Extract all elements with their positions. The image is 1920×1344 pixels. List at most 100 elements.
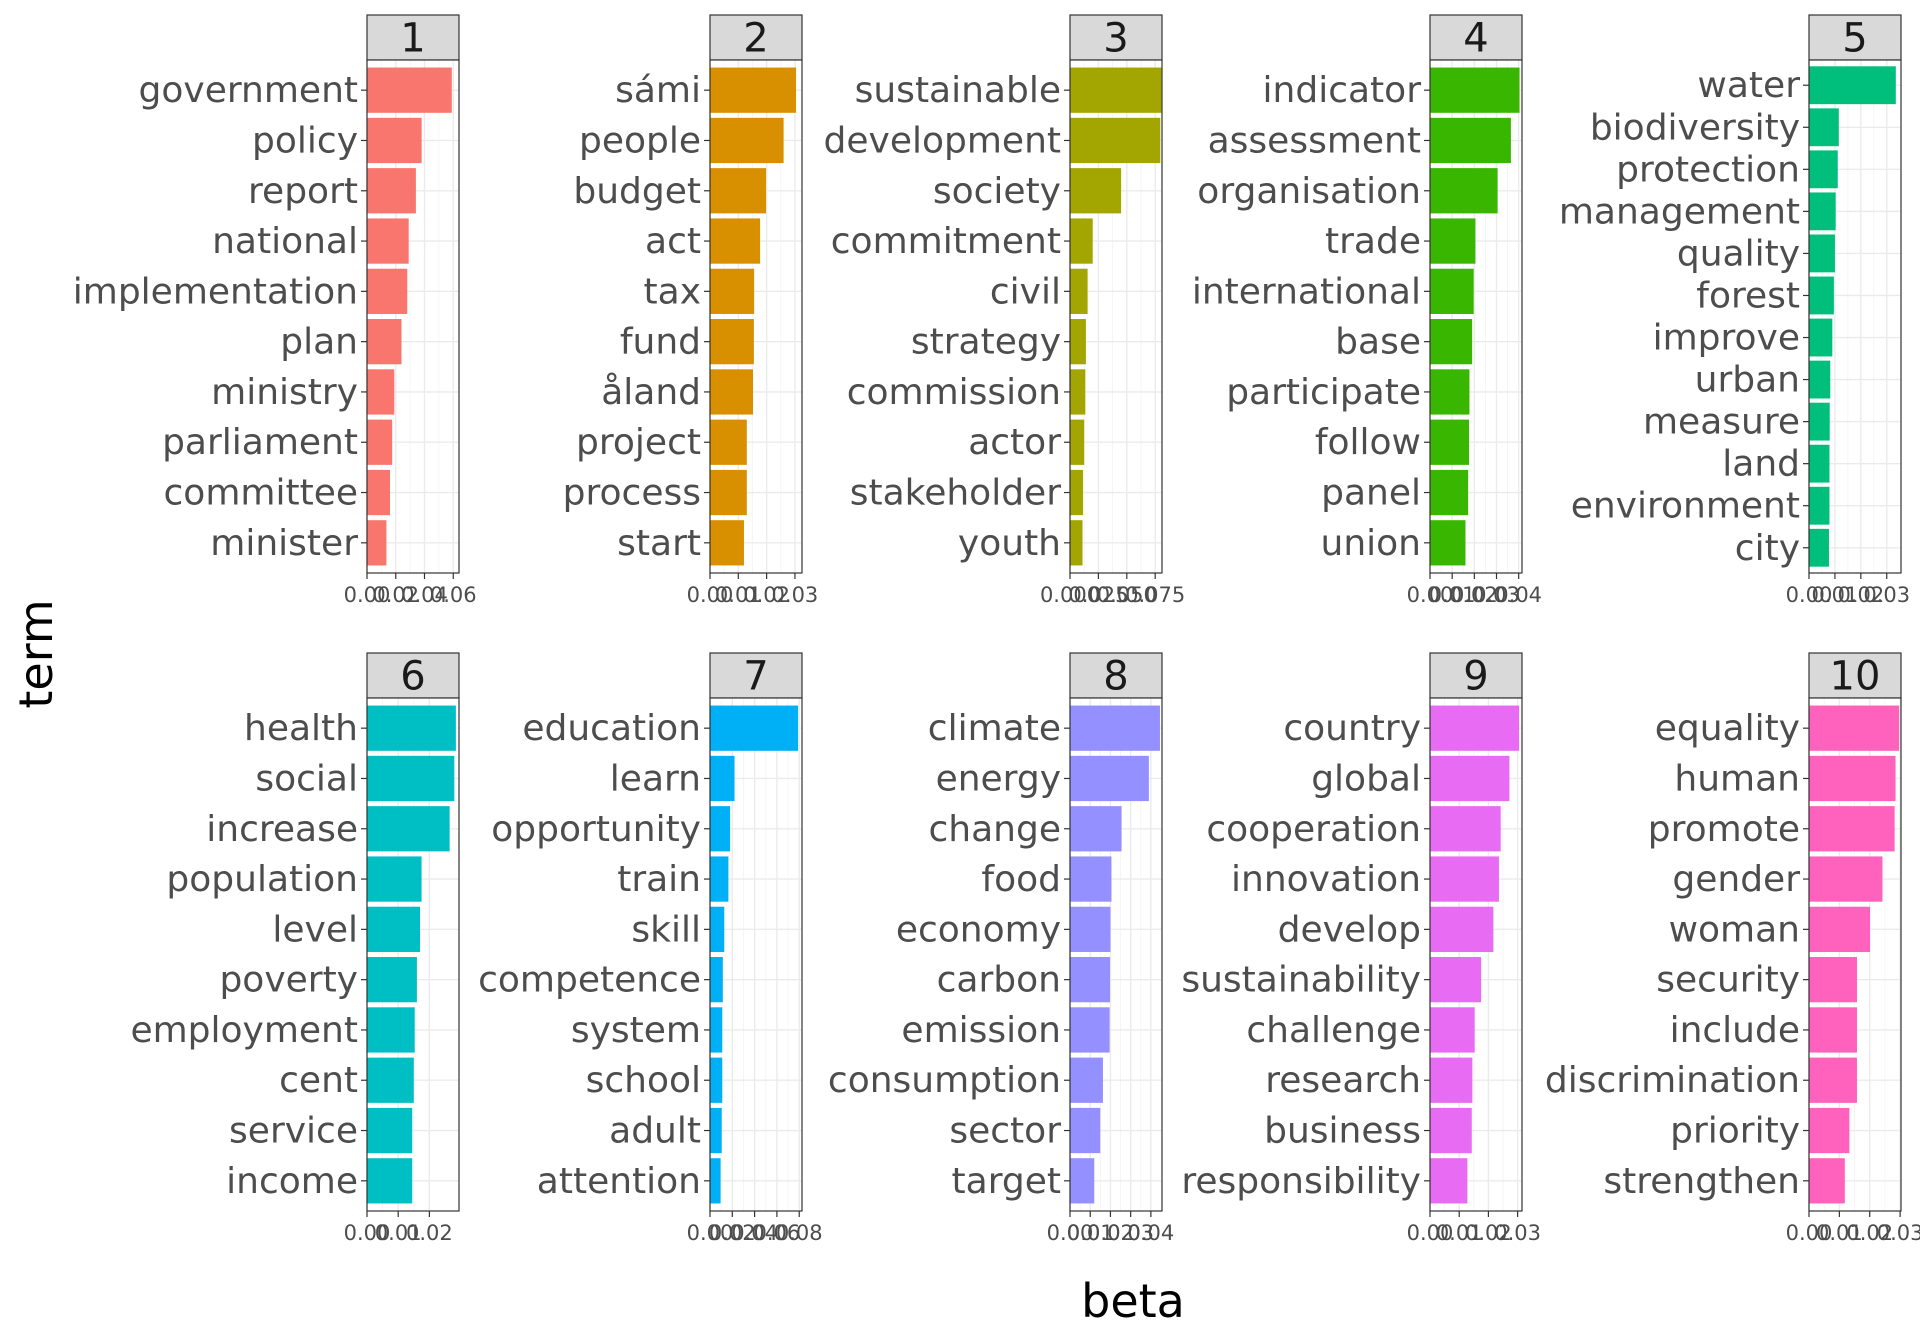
panel-border (709, 59, 803, 574)
bar-climate (1070, 705, 1160, 751)
bar-service (367, 1107, 413, 1154)
term-label-global: global (1311, 758, 1421, 799)
term-label-national: national (212, 221, 358, 262)
term-label-consumption: consumption (828, 1060, 1061, 1101)
panel-border (709, 697, 803, 1212)
bar-emission (1070, 1007, 1110, 1053)
x-tick-label: 0.03 (1494, 1221, 1541, 1245)
bar-sustainable (1070, 67, 1162, 113)
term-label-ministry: ministry (211, 372, 358, 413)
bar-urban (1809, 360, 1831, 399)
term-label-commission: commission (847, 372, 1061, 413)
x-tick-label: 0.00 (1407, 1221, 1454, 1245)
term-label-business: business (1264, 1111, 1421, 1152)
term-label-plan: plan (280, 322, 358, 363)
x-tick-label: 0.050 (1097, 583, 1157, 607)
x-tick-label: 0.03 (1107, 1221, 1154, 1245)
bar-adult (710, 1107, 722, 1154)
term-label-adult: adult (609, 1111, 701, 1152)
term-label-government: government (139, 70, 358, 111)
facet-panel-4: 4 indicator assessment organisation trade int… (1192, 14, 1542, 607)
bar-economy (1070, 906, 1111, 952)
facet-panel-8: 8 climate energy change food economy carbon emi… (828, 652, 1174, 1245)
term-label-civil: civil (990, 271, 1061, 312)
term-label-health: health (244, 708, 358, 749)
term-label-indicator: indicator (1263, 70, 1422, 111)
term-label-commitment: commitment (831, 221, 1061, 262)
term-label-include: include (1670, 1010, 1800, 1051)
facet-panel-6: 6 health social increase population level pove… (130, 652, 460, 1245)
panel-border (1429, 697, 1523, 1212)
term-label-biodiversity: biodiversity (1590, 107, 1800, 148)
x-tick-label: 0.03 (772, 583, 819, 607)
facet-strip (366, 14, 460, 61)
bar-base (1430, 319, 1473, 365)
facet-strip-label: 1 (400, 16, 425, 62)
term-label-project: project (576, 422, 701, 463)
bar-government (367, 67, 452, 113)
term-label-research: research (1265, 1060, 1421, 1101)
bar-social (367, 755, 455, 802)
term-label-sustainable: sustainable (855, 70, 1061, 111)
bar-parliament (367, 419, 393, 465)
panel-border (1429, 59, 1523, 574)
term-label-climate: climate (928, 708, 1061, 749)
bar-income (367, 1158, 413, 1204)
bar-carbon (1070, 957, 1111, 1003)
term-label-sámi: sámi (615, 70, 701, 111)
facet-strip (1429, 652, 1523, 699)
x-tick-label: 0.075 (1125, 583, 1185, 607)
facet-strip-label: 5 (1842, 16, 1867, 62)
x-tick-label: 0.02 (743, 583, 790, 607)
bar-security (1809, 957, 1857, 1003)
term-label-employment: employment (130, 1010, 358, 1051)
bar-participate (1430, 369, 1470, 415)
bar-cent (367, 1057, 414, 1103)
x-tick-label: 0.00 (1786, 583, 1833, 607)
bar-water (1809, 66, 1896, 105)
x-tick-label: 0.01 (1429, 583, 1476, 607)
term-label-income: income (226, 1161, 358, 1202)
term-label-international: international (1192, 271, 1421, 312)
bar-employment (367, 1007, 415, 1053)
term-label-change: change (929, 809, 1062, 850)
bar-management (1809, 192, 1836, 231)
bar-innovation (1430, 856, 1499, 902)
term-label-human: human (1674, 758, 1800, 799)
bar-trade (1430, 218, 1476, 264)
term-label-energy: energy (936, 758, 1061, 799)
term-label-policy: policy (252, 120, 358, 161)
bar-city (1809, 528, 1829, 567)
x-tick-label: 0.01 (1812, 583, 1859, 607)
term-label-social: social (255, 758, 358, 799)
bar-organisation (1430, 168, 1498, 214)
term-label-tax: tax (644, 271, 701, 312)
bar-priority (1809, 1107, 1850, 1154)
term-label-committee: committee (164, 473, 358, 514)
bar-indicator (1430, 67, 1520, 113)
bar-assessment (1430, 117, 1511, 164)
facet-panel-7: 7 education learn opportunity train skill comp… (478, 652, 823, 1245)
bar-education (710, 705, 799, 751)
x-axis-title: beta (1081, 1274, 1185, 1328)
x-tick-label: 0.03 (1877, 1221, 1920, 1245)
bar-tax (710, 268, 755, 314)
term-label-stakeholder: stakeholder (850, 473, 1061, 514)
y-axis-title: term (9, 599, 63, 708)
bar-country (1430, 705, 1520, 751)
term-label-sustainability: sustainability (1181, 960, 1421, 1001)
term-label-water: water (1697, 65, 1800, 106)
bar-project (710, 419, 747, 465)
facet-panel-2: 2 sámi people budget act tax fund åland project p… (563, 14, 819, 607)
bar-civil (1070, 268, 1088, 314)
bar-change (1070, 806, 1122, 852)
term-label-follow: follow (1315, 422, 1421, 463)
bar-research (1430, 1057, 1473, 1103)
x-tick-label: 0.04 (1127, 1221, 1174, 1245)
term-label-land: land (1722, 444, 1800, 485)
term-label-security: security (1656, 960, 1800, 1001)
bar-development (1070, 117, 1161, 164)
term-label-organisation: organisation (1197, 171, 1421, 212)
term-label-learn: learn (610, 758, 701, 799)
term-label-train: train (617, 859, 701, 900)
